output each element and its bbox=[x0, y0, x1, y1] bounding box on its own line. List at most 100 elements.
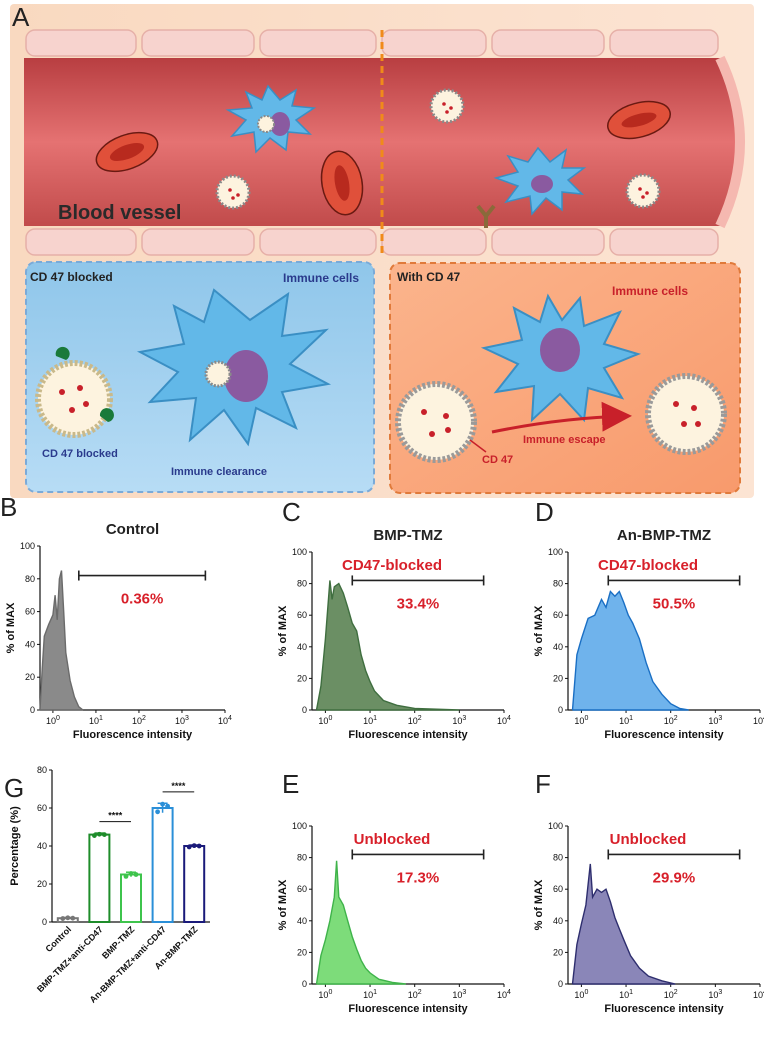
y-tick-label: 40 bbox=[25, 639, 35, 649]
data-point bbox=[60, 916, 66, 921]
gate-percentage: 0.36% bbox=[121, 591, 164, 608]
data-point bbox=[102, 832, 107, 837]
histogram-b: B Control 0 20 40 60 80 100 100 101 102 103 104 Fluor… bbox=[0, 492, 232, 741]
x-tick-label: BMP-TMZ+anti-CD47 bbox=[35, 924, 105, 994]
escape-arrow bbox=[491, 401, 632, 434]
y-tick-label: 60 bbox=[553, 610, 563, 620]
gate-percentage: 29.9% bbox=[653, 869, 696, 886]
cd47-pointer bbox=[469, 439, 487, 453]
vessel-wall-top bbox=[25, 29, 719, 57]
x-tick-label: 102 bbox=[664, 989, 678, 1000]
x-tick-label: 102 bbox=[132, 715, 146, 726]
cd47-blocked-title: CD 47 blocked bbox=[30, 270, 113, 284]
histogram-curve bbox=[315, 580, 460, 711]
x-tick-label: 103 bbox=[708, 715, 722, 726]
x-tick-label: 100 bbox=[574, 715, 588, 726]
y-tick-label: 0 bbox=[30, 705, 35, 715]
x-tick-label: 100 bbox=[46, 715, 60, 726]
nanoparticle-cd47 bbox=[645, 373, 727, 455]
x-tick-label: 104 bbox=[753, 715, 764, 726]
data-point bbox=[186, 844, 192, 850]
y-tick-label: 0 bbox=[302, 979, 307, 989]
panel-letter-c: C bbox=[282, 497, 301, 527]
data-point bbox=[196, 843, 202, 849]
y-axis-label: Percentage (%) bbox=[9, 806, 21, 886]
cd47-blocked-particle-label: CD 47 blocked bbox=[42, 448, 118, 460]
y-tick-label: 0 bbox=[558, 979, 563, 989]
x-axis-label: Fluorescence intensity bbox=[604, 729, 724, 741]
y-axis-label: % of MAX bbox=[533, 605, 545, 656]
immune-cells-label-left: Immune cells bbox=[283, 271, 359, 285]
y-tick-label: 20 bbox=[297, 947, 307, 957]
y-tick-label: 20 bbox=[553, 673, 563, 683]
gate-percentage: 50.5% bbox=[653, 595, 696, 612]
immune-cell-large bbox=[136, 288, 332, 447]
immune-cells-label-right: Immune cells bbox=[612, 284, 688, 298]
y-tick-label: 80 bbox=[553, 853, 563, 863]
nanoparticle bbox=[625, 173, 661, 209]
y-axis-label: % of MAX bbox=[533, 879, 545, 930]
x-tick-label: 101 bbox=[619, 989, 633, 1000]
y-tick-label: 100 bbox=[548, 821, 563, 831]
nanoparticle bbox=[215, 174, 251, 210]
y-tick-label: 20 bbox=[25, 672, 35, 682]
histogram-f: F 0 20 40 60 80 100 100 101 102 103 104 Fluorescence… bbox=[533, 769, 764, 1015]
y-tick-label: 100 bbox=[20, 541, 35, 551]
x-axis-label: Fluorescence intensity bbox=[604, 1003, 724, 1015]
x-tick-label: 102 bbox=[408, 989, 422, 1000]
y-tick-label: 40 bbox=[37, 841, 47, 851]
x-tick-label: 101 bbox=[363, 715, 377, 726]
data-point bbox=[97, 831, 102, 837]
panel-a-schematic: A Blood vessel bbox=[10, 2, 754, 498]
x-axis-label: Fluorescence intensity bbox=[348, 729, 468, 741]
y-tick-label: 60 bbox=[553, 884, 563, 894]
histogram-e: E 0 20 40 60 80 100 100 101 102 103 104 Fluorescence… bbox=[277, 769, 511, 1015]
immune-clearance-label: Immune clearance bbox=[171, 466, 267, 478]
bar bbox=[183, 845, 206, 923]
vessel-label: Blood vessel bbox=[58, 202, 181, 224]
x-axis-label: Fluorescence intensity bbox=[348, 1003, 468, 1015]
panel-letter-g: G bbox=[4, 773, 24, 803]
y-tick-label: 20 bbox=[37, 879, 47, 889]
data-point bbox=[128, 871, 134, 876]
chart-title: An-BMP-TMZ bbox=[617, 527, 711, 544]
panel-letter-f: F bbox=[535, 769, 551, 799]
y-tick-label: 60 bbox=[37, 803, 47, 813]
vessel-end bbox=[715, 55, 745, 229]
panel-letter-b: B bbox=[0, 492, 17, 522]
cd47-label: CD 47 bbox=[482, 454, 513, 466]
gate-percentage: 17.3% bbox=[397, 869, 440, 886]
x-tick-label: 103 bbox=[452, 989, 466, 1000]
y-tick-label: 80 bbox=[297, 579, 307, 589]
x-tick-label: 102 bbox=[408, 715, 422, 726]
immune-cell bbox=[225, 84, 317, 154]
data-point bbox=[155, 809, 161, 815]
histogram-d: D An-BMP-TMZ 0 20 40 60 80 100 100 101 102 103 104 Fl… bbox=[533, 497, 764, 741]
x-tick-label: 104 bbox=[497, 715, 511, 726]
data-point bbox=[123, 874, 129, 879]
x-tick-label: 101 bbox=[363, 989, 377, 1000]
y-tick-label: 40 bbox=[297, 916, 307, 926]
y-tick-label: 60 bbox=[297, 610, 307, 620]
vessel-wall-bottom bbox=[25, 228, 719, 256]
immune-escape-label: Immune escape bbox=[523, 434, 606, 446]
bar bbox=[120, 873, 142, 923]
nanoparticle-blocked bbox=[35, 346, 114, 438]
y-tick-label: 80 bbox=[25, 574, 35, 584]
bar bbox=[88, 833, 111, 923]
x-tick-label: 104 bbox=[218, 715, 232, 726]
data-point bbox=[92, 833, 97, 838]
y-tick-label: 100 bbox=[292, 821, 307, 831]
x-tick-label: 103 bbox=[175, 715, 189, 726]
y-tick-label: 40 bbox=[297, 642, 307, 652]
red-blood-cell bbox=[607, 100, 671, 140]
histogram-c: C BMP-TMZ 0 20 40 60 80 100 100 101 102 103 104 Fluor… bbox=[277, 497, 511, 741]
bar-chart-g: G 0 20 40 60 80 Percentage (%) ControlBMP-TMZ+a… bbox=[4, 765, 210, 1005]
panel-letter-d: D bbox=[535, 497, 554, 527]
x-tick-label: 104 bbox=[753, 989, 764, 1000]
x-tick-label: 102 bbox=[664, 715, 678, 726]
antibody-icon bbox=[476, 204, 496, 228]
y-tick-label: 40 bbox=[553, 642, 563, 652]
